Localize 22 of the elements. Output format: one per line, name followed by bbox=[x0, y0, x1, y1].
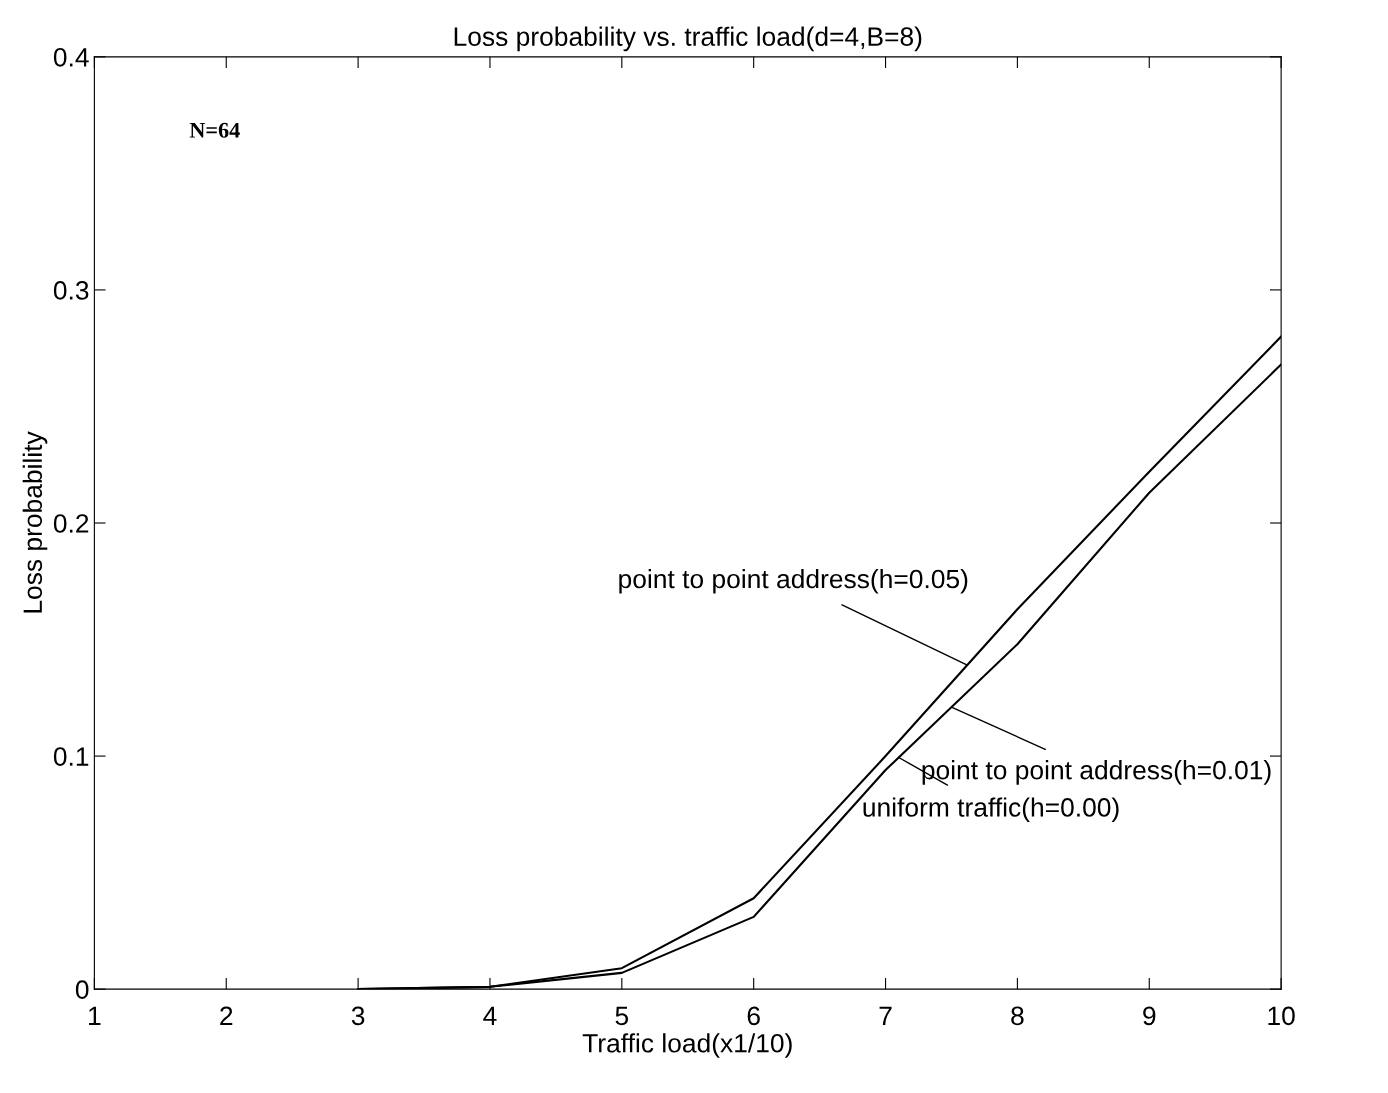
x-tick-label: 7 bbox=[879, 1006, 892, 1025]
annotation: point to point address(h=0.05) bbox=[619, 568, 968, 594]
x-tick-label: 9 bbox=[1143, 1006, 1156, 1026]
x-tick-label: 5 bbox=[615, 1006, 629, 1026]
x-tick-label: 2 bbox=[220, 1006, 233, 1025]
x-tick-label: 4 bbox=[483, 1006, 497, 1025]
annotation: N=64 bbox=[189, 122, 240, 138]
y-tick-label: 0.4 bbox=[53, 47, 89, 67]
chart-title: Loss probability vs. traffic load(d=4,B=8) bbox=[454, 26, 922, 52]
y-tick-label: 0.3 bbox=[53, 281, 89, 300]
x-tick-label: 10 bbox=[1268, 1006, 1295, 1026]
x-tick-label: 1 bbox=[89, 1006, 101, 1025]
x-tick-label: 6 bbox=[747, 1006, 760, 1026]
y-tick-label: 0.2 bbox=[53, 514, 89, 533]
y-axis-title: Loss probability bbox=[22, 431, 48, 613]
x-tick-label: 8 bbox=[1011, 1006, 1024, 1026]
x-tick-label: 3 bbox=[351, 1006, 365, 1026]
x-axis-title: Traffic load(x1/10) bbox=[582, 1033, 792, 1058]
y-tick-label: 0 bbox=[75, 980, 89, 999]
annotation: point to point address(h=0.01) bbox=[922, 760, 1271, 785]
y-tick-label: 0.1 bbox=[53, 747, 89, 766]
annotation: uniform traffic(h=0.00) bbox=[863, 797, 1119, 822]
